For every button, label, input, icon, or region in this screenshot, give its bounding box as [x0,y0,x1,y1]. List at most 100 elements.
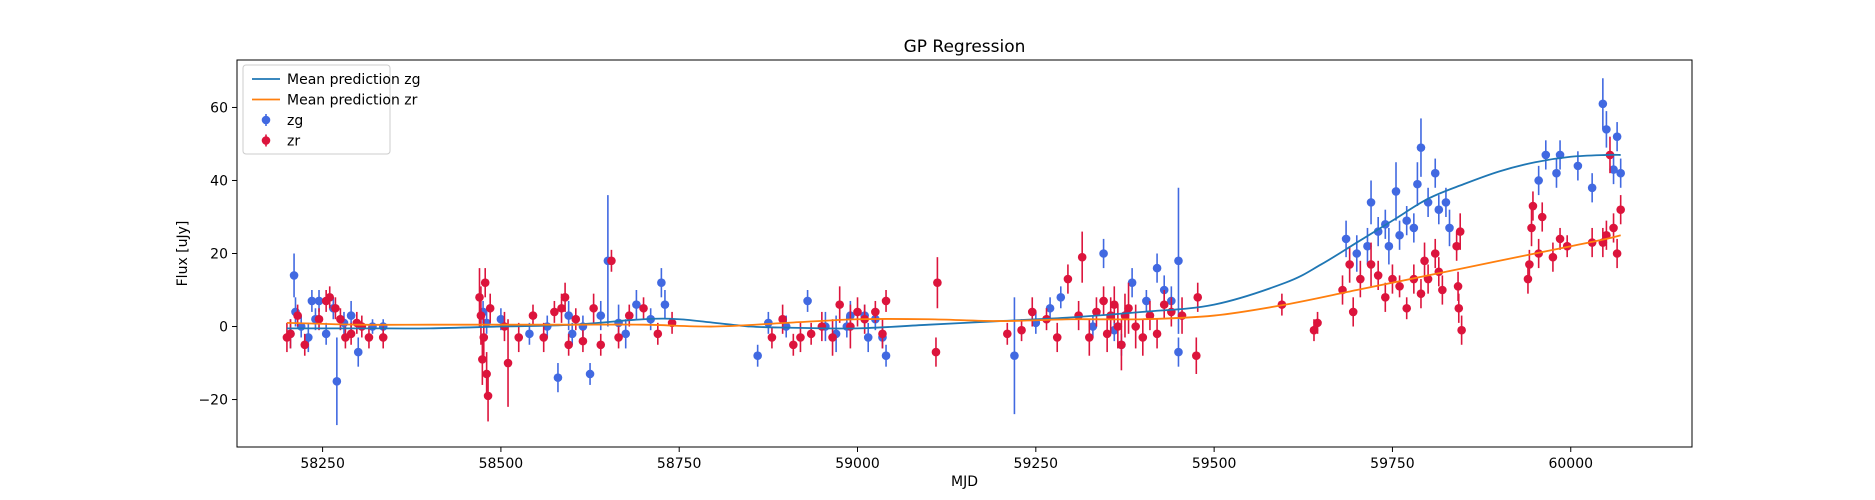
x-tick-label: 58750 [657,456,702,472]
point-zr [1356,275,1365,284]
point-zg [1442,198,1451,207]
point-zr [878,330,887,339]
point-zr [1017,326,1026,335]
y-tick-label: 60 [210,100,228,116]
point-zr [325,293,334,302]
point-zg [586,370,595,379]
point-zr [1131,322,1140,331]
point-zr [654,330,663,339]
point-zg [554,373,563,382]
point-zr [1417,289,1426,298]
point-zr [539,333,548,342]
point-zg [1613,132,1622,141]
point-zg [1417,143,1426,152]
legend-swatch [262,116,271,125]
point-zr [561,293,570,302]
point-zr [1003,330,1012,339]
point-zr [1192,351,1201,360]
legend-label: Mean prediction zr [287,93,418,109]
point-zr [835,300,844,309]
point-zg [1602,125,1611,134]
point-zr [358,322,367,331]
point-zr [1402,304,1411,313]
point-zr [882,297,891,306]
legend: Mean prediction zgMean prediction zrzgzr [243,65,421,154]
point-zg [347,311,356,320]
point-zr [807,330,816,339]
point-zr [331,304,340,313]
point-zg [322,330,331,339]
point-zg [1342,235,1351,244]
point-zr [828,333,837,342]
point-zr [379,333,388,342]
point-zg [1574,162,1583,171]
plot-frame [237,60,1692,447]
plot-area [283,78,1625,425]
point-zr [1367,260,1376,269]
point-zg [1541,151,1550,160]
y-axis-title: Flux [uJy] [175,221,191,287]
point-zr [1160,300,1169,309]
point-zr [1457,326,1466,335]
point-zg [1174,348,1183,357]
point-zr [1549,253,1558,262]
point-zr [1117,340,1126,349]
point-zg [1392,187,1401,196]
point-zg [1616,169,1625,178]
point-zg [333,377,342,386]
legend-swatch [262,136,271,145]
legend-label: zr [287,134,300,150]
point-zr [1078,253,1087,262]
point-zr [1085,333,1094,342]
point-zg [1367,198,1376,207]
point-zr [589,304,598,313]
point-zg [1056,293,1065,302]
point-zr [504,359,513,368]
axis-ticks: 58250 58500 58750 59000 59250 59500 59750 60000… [198,100,1593,472]
point-zr [1609,224,1618,233]
x-tick-label: 58250 [300,456,345,472]
point-zg [525,330,534,339]
point-zg [803,297,812,306]
point-zr [1616,205,1625,214]
point-zr [1153,330,1162,339]
point-zr [1524,275,1533,284]
point-zr [1525,260,1534,269]
point-zr [1053,333,1062,342]
point-zr [1028,308,1037,317]
point-zr [1613,249,1622,258]
point-zr [1139,333,1148,342]
point-zr [625,311,634,320]
point-zg [1435,205,1444,214]
point-zr [365,333,374,342]
point-zg [1588,183,1597,192]
point-zr [1374,271,1383,280]
x-tick-label: 59500 [1192,456,1237,472]
point-zg [1413,180,1422,189]
point-zg [1534,176,1543,185]
point-zg [1445,224,1454,233]
point-zr [1193,293,1202,302]
point-zg [354,348,363,357]
point-zr [1454,282,1463,291]
point-zr [286,330,295,339]
point-zr [1456,227,1465,236]
point-zr [479,333,488,342]
point-zr [529,311,538,320]
y-tick-label: 20 [210,247,228,263]
point-zg [596,311,605,320]
point-zr [482,370,491,379]
point-zr [1381,293,1390,302]
point-zr [478,355,487,364]
point-zr [932,348,941,357]
point-zr [1395,282,1404,291]
x-tick-label: 60000 [1548,456,1593,472]
point-zr [475,293,484,302]
series-zr [283,137,1625,422]
legend-label: zg [287,113,303,129]
point-zr [484,392,493,401]
point-zg [290,271,299,280]
point-zr [607,257,616,266]
point-zr [933,278,942,287]
point-zr [818,322,827,331]
